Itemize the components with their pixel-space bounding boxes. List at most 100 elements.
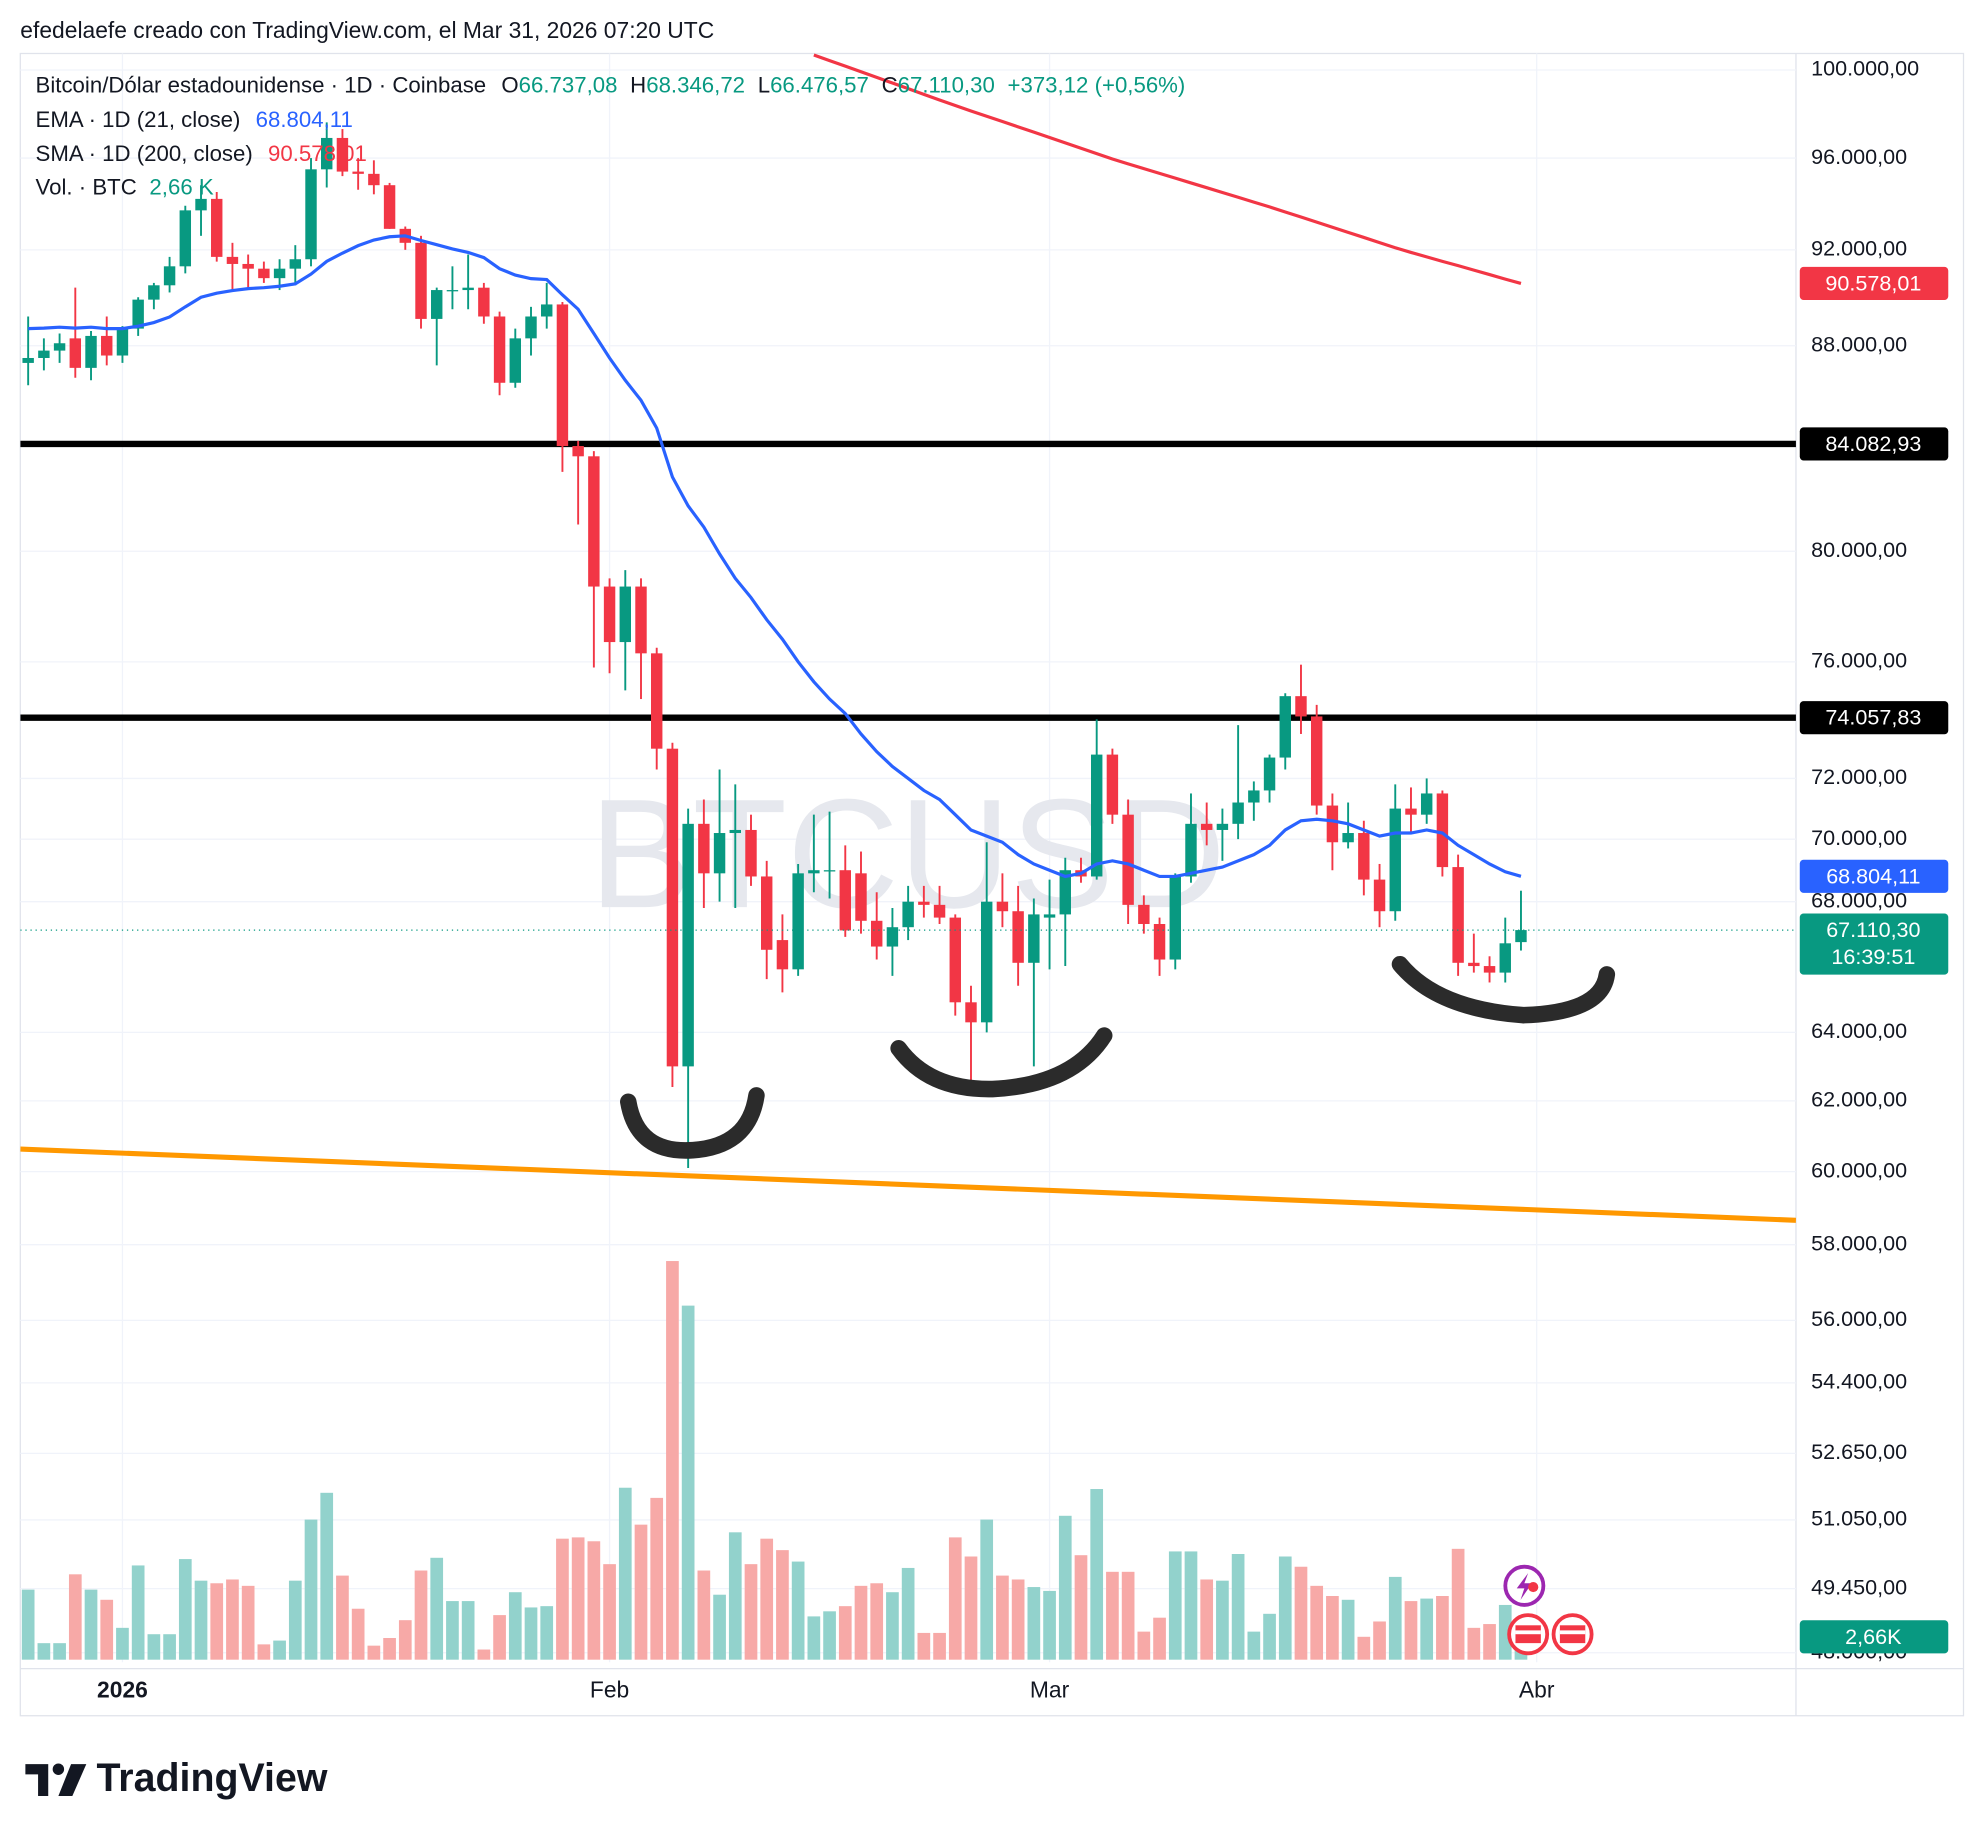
volume-bar xyxy=(210,1583,224,1660)
candle-body xyxy=(1468,962,1480,967)
author-line: efedelaefe creado con TradingView.com, e… xyxy=(20,17,714,43)
legend-change: +373,12 (+0,56%) xyxy=(1008,72,1186,97)
volume-bar xyxy=(84,1589,98,1660)
candle-body xyxy=(148,285,160,300)
x-tick-label: Feb xyxy=(590,1677,629,1703)
volume-bar xyxy=(493,1615,506,1660)
volume-bar xyxy=(1106,1571,1119,1660)
candle-body xyxy=(635,586,647,654)
y-tick-label: 76.000,00 xyxy=(1811,648,1907,673)
volume-bar xyxy=(1184,1551,1198,1660)
candle-body xyxy=(53,343,66,351)
volume-bar xyxy=(414,1570,428,1660)
candle-body xyxy=(101,335,113,356)
volume-bar xyxy=(178,1559,192,1660)
volume-bar xyxy=(886,1592,899,1660)
legend-row: Vol. · BTC 2,66 K xyxy=(36,174,214,199)
volume-bar xyxy=(980,1519,994,1660)
volume-bar xyxy=(1388,1576,1402,1660)
candle-body xyxy=(651,653,663,749)
volume-bar xyxy=(1326,1596,1339,1660)
x-tick-label: 2026 xyxy=(97,1677,148,1703)
volume-bar xyxy=(446,1601,459,1660)
volume-bar xyxy=(131,1565,145,1660)
indicator-value: 90.578,01 xyxy=(268,141,367,166)
candle-body xyxy=(823,870,836,872)
volume-bar xyxy=(430,1557,444,1660)
volume-bar xyxy=(1373,1621,1386,1660)
logo-shape xyxy=(58,1764,87,1796)
candle-body xyxy=(588,456,600,587)
candle-body xyxy=(918,901,930,905)
volume-bar xyxy=(948,1537,962,1660)
volume-bar xyxy=(1436,1596,1449,1660)
candle-body xyxy=(242,263,254,269)
legend-value: 67.110,30 xyxy=(898,72,995,97)
candle-body xyxy=(1310,716,1323,806)
candle-body xyxy=(163,266,176,286)
volume-bar xyxy=(304,1519,318,1660)
volume-bar xyxy=(1216,1580,1229,1660)
volume-bar xyxy=(1294,1566,1308,1660)
volume-bar xyxy=(1483,1624,1496,1660)
candle-body xyxy=(446,290,459,292)
candle-body xyxy=(855,873,867,921)
volume-bar xyxy=(618,1487,632,1660)
volume-bar xyxy=(53,1643,66,1660)
legend-value: 68.346,72 xyxy=(646,72,745,97)
candle-body xyxy=(1248,790,1260,803)
y-tick-label: 51.050,00 xyxy=(1811,1506,1907,1531)
volume-bar xyxy=(1200,1579,1214,1660)
candle-body xyxy=(1216,823,1229,830)
volume-bar xyxy=(1153,1617,1166,1660)
price-scale: 100.000,00 96.000,00 92.000,00 88.000,00 80.… xyxy=(1811,56,1919,1664)
volume-bar xyxy=(461,1601,475,1660)
volume-bar xyxy=(147,1634,161,1660)
y-tick-label: 62.000,00 xyxy=(1811,1087,1907,1112)
volume-bar xyxy=(477,1649,491,1660)
candle-body xyxy=(179,210,192,267)
volume-bar xyxy=(870,1583,884,1660)
volume-bar xyxy=(650,1497,664,1660)
candle-body xyxy=(1028,914,1040,963)
volume-bar xyxy=(1498,1604,1512,1660)
volume-bar xyxy=(21,1589,35,1660)
legend-value: 66.737,08 xyxy=(519,72,618,97)
volume-bar xyxy=(273,1640,286,1660)
candle-body xyxy=(1499,943,1511,973)
x-tick-label: Abr xyxy=(1519,1677,1555,1703)
candle-body xyxy=(776,940,789,970)
event-icons xyxy=(1503,1564,1594,1656)
volume-bar xyxy=(226,1579,239,1660)
volume-bar xyxy=(697,1570,711,1660)
hand-arc xyxy=(1391,955,1616,1024)
volume-bar xyxy=(1090,1489,1104,1660)
volume-bar xyxy=(336,1575,349,1660)
legend: Bitcoin/Dólar estadounidense · 1D · Coin… xyxy=(36,72,1186,199)
candle-body xyxy=(1169,876,1181,960)
volume-bar xyxy=(1043,1590,1056,1660)
y-tick-label: 52.650,00 xyxy=(1811,1439,1907,1464)
candle-body xyxy=(226,256,239,264)
y-tick-label: 56.000,00 xyxy=(1811,1306,1907,1331)
volume-pane xyxy=(21,1261,1528,1660)
hand-arc xyxy=(890,1027,1113,1098)
volume-name: Vol. · BTC xyxy=(36,174,137,199)
level-tag: 84.082,93 xyxy=(1825,431,1921,456)
candle-body xyxy=(321,137,333,170)
volume-bar xyxy=(241,1585,255,1660)
volume-bar xyxy=(901,1567,915,1660)
candle-body xyxy=(1012,911,1024,963)
volume-bar xyxy=(713,1594,726,1660)
volume-bar xyxy=(1404,1601,1418,1660)
y-tick-label: 92.000,00 xyxy=(1811,236,1907,261)
y-tick-label: 100.000,00 xyxy=(1811,56,1919,81)
event-icon xyxy=(1516,1573,1532,1600)
event-icon xyxy=(1515,1625,1541,1644)
candle-body xyxy=(792,873,804,970)
price-tags: 84.082,93 74.057,83 68.804,11 90.578,01 67.1… xyxy=(1799,266,1949,1654)
volume-bar xyxy=(1121,1571,1135,1660)
volume-bar xyxy=(1231,1554,1245,1660)
legend-row: EMA · 1D (21, close) 68.804,11 xyxy=(36,107,353,132)
